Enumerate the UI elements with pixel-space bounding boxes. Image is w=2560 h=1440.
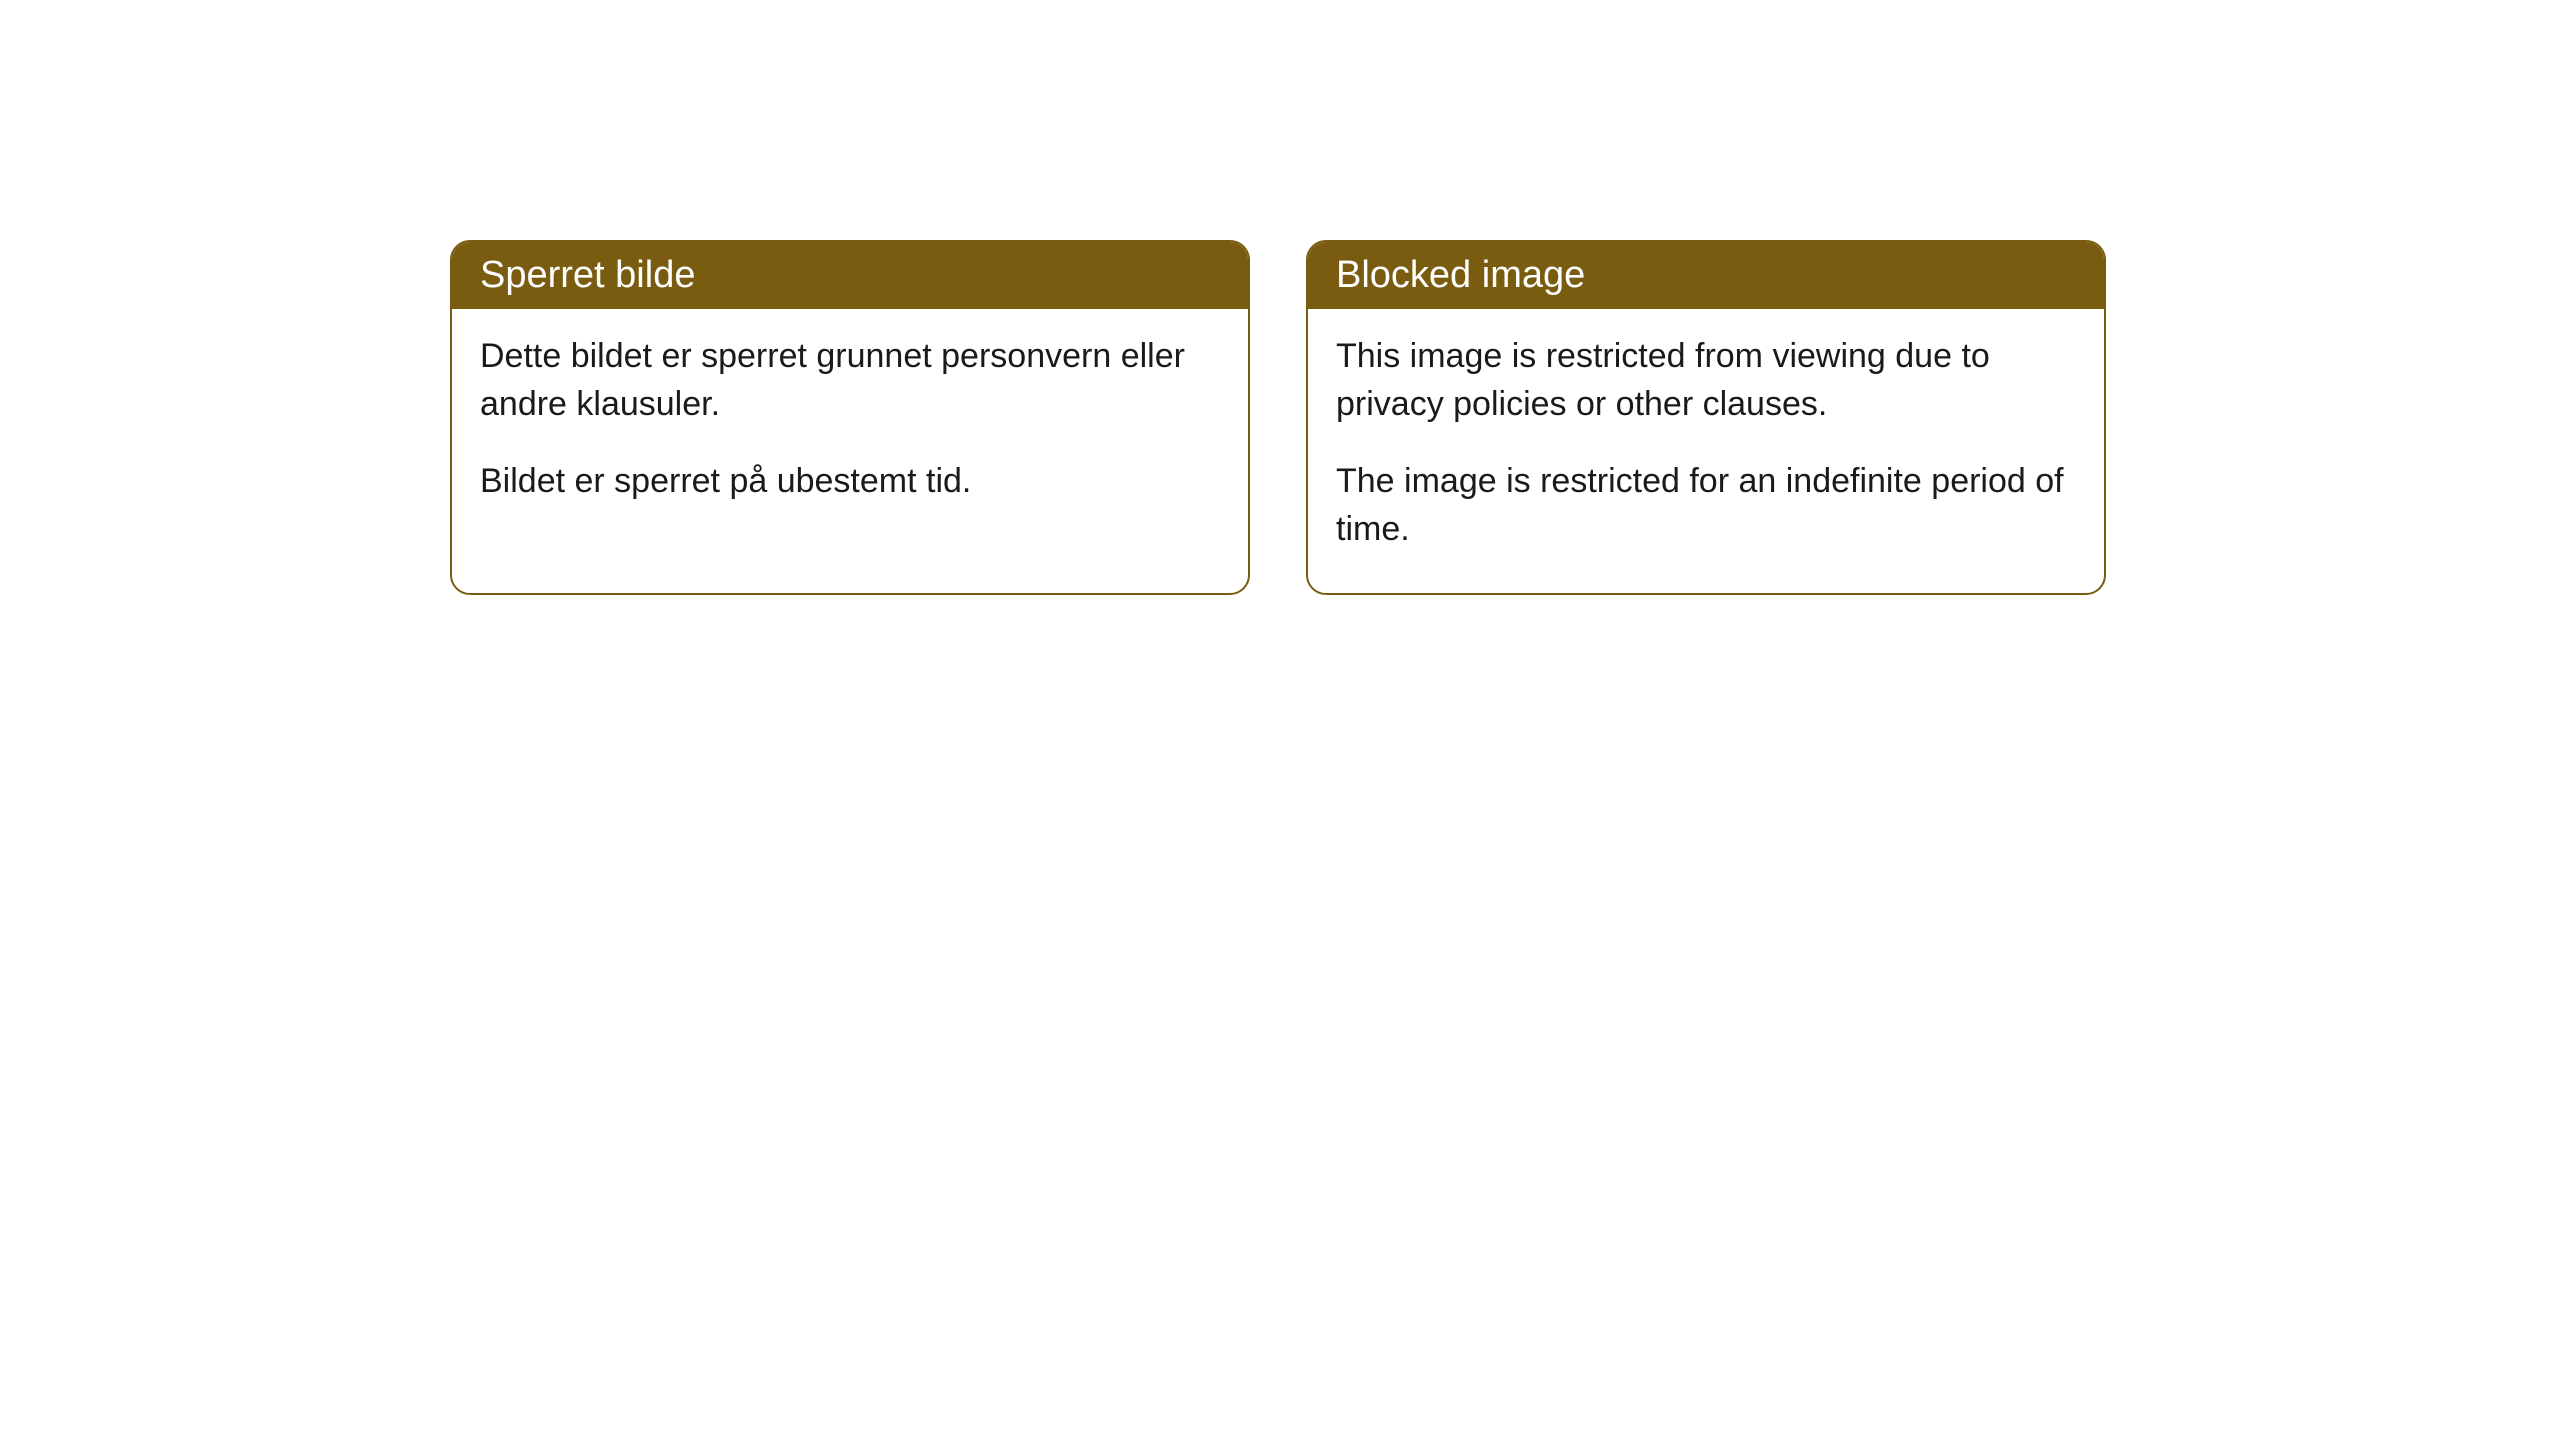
card-title: Sperret bilde [480,254,695,296]
card-body-norwegian: Dette bildet er sperret grunnet personve… [452,309,1248,546]
card-paragraph-1: This image is restricted from viewing du… [1336,333,2076,428]
card-title: Blocked image [1336,254,1585,296]
blocked-image-card-english: Blocked image This image is restricted f… [1306,240,2106,595]
card-paragraph-2: Bildet er sperret på ubestemt tid. [480,458,1220,506]
card-header-norwegian: Sperret bilde [452,242,1248,309]
card-header-english: Blocked image [1308,242,2104,309]
notice-cards-container: Sperret bilde Dette bildet er sperret gr… [450,240,2106,595]
card-body-english: This image is restricted from viewing du… [1308,309,2104,593]
card-paragraph-2: The image is restricted for an indefinit… [1336,458,2076,553]
blocked-image-card-norwegian: Sperret bilde Dette bildet er sperret gr… [450,240,1250,595]
card-paragraph-1: Dette bildet er sperret grunnet personve… [480,333,1220,428]
